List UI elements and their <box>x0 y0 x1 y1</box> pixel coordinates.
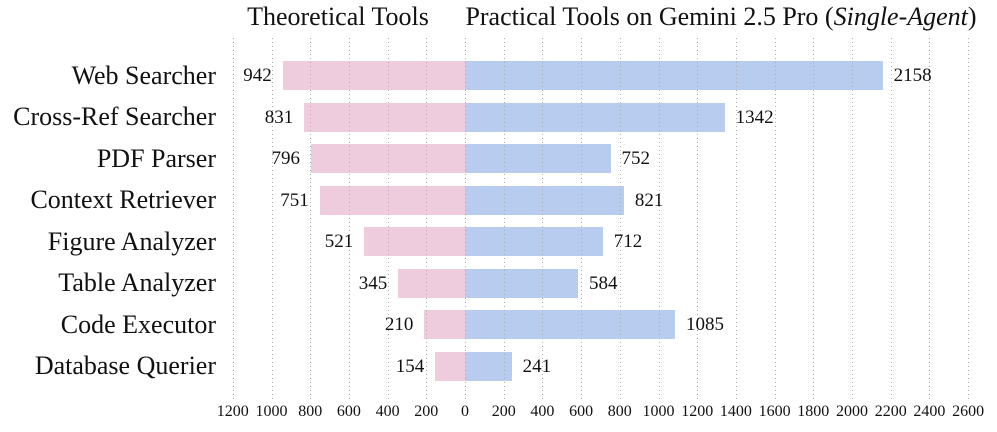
x-axis-tick-label: 800 <box>607 403 632 420</box>
x-axis-tick-label: 0 <box>461 403 469 420</box>
gridline <box>503 38 505 400</box>
value-label-practical: 584 <box>589 272 618 294</box>
bar-practical <box>465 102 725 132</box>
x-axis-tick-label: 1400 <box>719 403 752 420</box>
x-axis-tick-label: 2400 <box>913 403 946 420</box>
series-title-theoretical-text: Theoretical Tools <box>247 2 429 31</box>
category-label: Context Retriever <box>30 185 216 214</box>
gridline <box>619 38 621 400</box>
value-label-practical: 821 <box>634 189 664 211</box>
x-axis-tick-label: 600 <box>336 403 361 420</box>
value-label-practical: 241 <box>522 355 552 377</box>
category-label: Database Querier <box>34 351 216 380</box>
bar-theoretical <box>319 185 465 215</box>
value-label-practical: 1342 <box>735 106 774 128</box>
series-title-practical: Practical Tools on Gemini 2.5 Pro (Singl… <box>465 2 976 32</box>
bar-practical <box>465 144 611 173</box>
x-axis-tick-label: 200 <box>414 403 439 420</box>
bar-theoretical <box>364 227 465 256</box>
x-axis-tick-label: 400 <box>375 403 400 420</box>
x-axis-tick-label: 200 <box>491 403 516 420</box>
x-axis-tick-label: 1800 <box>797 403 830 420</box>
x-axis-tick-label: 2200 <box>874 403 907 420</box>
x-axis-tick-label: 2000 <box>836 403 868 420</box>
bar-practical <box>465 310 675 339</box>
x-axis-tick-label: 1000 <box>642 403 675 420</box>
series-title-practical-suffix: ) <box>967 2 977 31</box>
bar-theoretical <box>398 268 465 298</box>
category-label: Web Searcher <box>71 60 216 90</box>
value-label-theoretical: 751 <box>280 189 309 211</box>
value-label-practical: 1085 <box>685 314 724 335</box>
x-axis-tick-label: 1000 <box>255 403 288 420</box>
category-label: Table Analyzer <box>58 268 216 297</box>
gridline <box>387 38 389 400</box>
gridline <box>581 38 583 400</box>
bar-theoretical <box>435 351 465 381</box>
category-label: Cross-Ref Searcher <box>13 102 216 131</box>
value-label-theoretical: 345 <box>358 272 388 294</box>
gridline <box>968 38 970 400</box>
series-title-practical-prefix: Practical Tools on Gemini 2.5 Pro ( <box>465 2 834 31</box>
category-label: Code Executor <box>60 309 216 339</box>
value-label-practical: 2158 <box>893 65 932 86</box>
bar-practical <box>465 227 603 256</box>
x-axis-tick-label: 600 <box>569 403 594 420</box>
gridline <box>271 38 273 400</box>
gridline <box>310 38 312 400</box>
bar-practical <box>465 61 883 90</box>
bar-theoretical <box>304 102 465 132</box>
x-axis-tick-label: 1200 <box>216 403 249 420</box>
gridline <box>774 38 776 400</box>
value-label-theoretical: 942 <box>243 65 272 86</box>
gridline <box>232 38 234 400</box>
value-label-theoretical: 154 <box>395 355 425 377</box>
gridline <box>348 38 350 400</box>
gridline <box>658 38 660 400</box>
x-axis-tick-label: 1200 <box>681 403 714 420</box>
value-label-theoretical: 831 <box>264 106 294 128</box>
category-label: Figure Analyzer <box>47 226 216 256</box>
gridline <box>697 38 699 400</box>
value-label-theoretical: 796 <box>271 148 300 169</box>
gridline <box>929 38 931 400</box>
value-label-practical: 712 <box>613 231 643 252</box>
category-label: PDF Parser <box>96 143 216 173</box>
value-label-theoretical: 521 <box>324 231 354 252</box>
x-axis-tick-label: 800 <box>298 403 323 420</box>
series-title-theoretical: Theoretical Tools <box>247 2 429 32</box>
gridline <box>813 38 815 400</box>
x-axis-tick-label: 400 <box>530 403 555 420</box>
value-label-practical: 752 <box>621 148 651 169</box>
series-title-practical-italic: Single-Agent <box>833 2 968 31</box>
gridline <box>890 38 892 400</box>
bar-theoretical <box>424 310 465 339</box>
x-axis-tick-label: 2600 <box>952 403 985 420</box>
gridline <box>465 38 466 400</box>
x-axis-tick-label: 1600 <box>758 403 791 420</box>
gridline <box>542 38 544 400</box>
bar-practical <box>465 268 578 298</box>
gridline <box>426 38 428 400</box>
bar-practical <box>465 185 624 215</box>
gridline <box>852 38 853 400</box>
gridline <box>735 38 737 400</box>
bar-theoretical <box>282 61 465 90</box>
value-label-theoretical: 210 <box>384 314 414 335</box>
